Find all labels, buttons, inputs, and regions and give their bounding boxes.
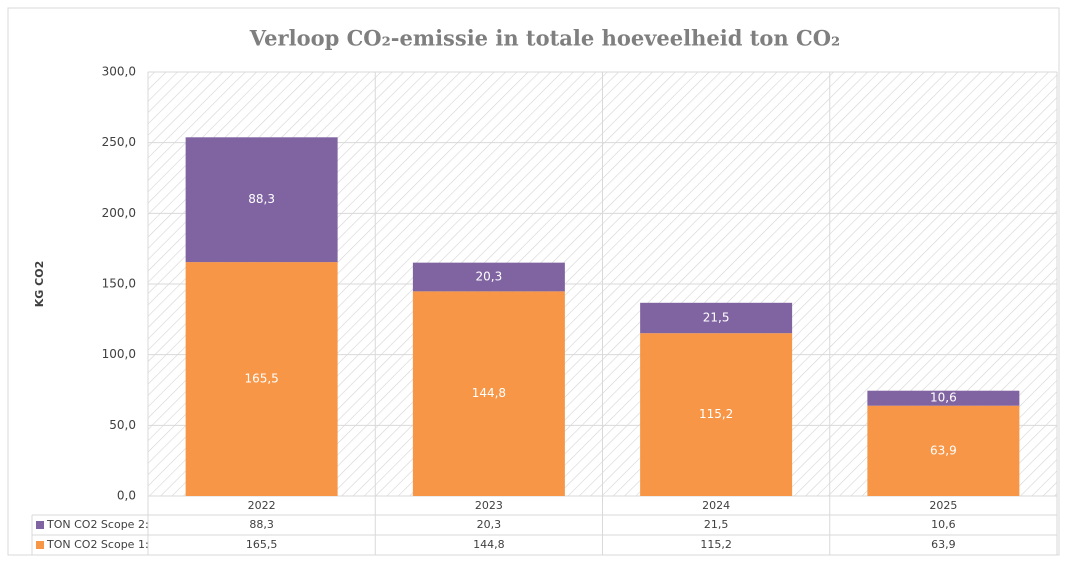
bar-value-label: 144,8 (472, 386, 506, 400)
y-tick-label: 50,0 (109, 418, 136, 432)
bar-value-label: 63,9 (930, 443, 957, 457)
x-tick-label: 2024 (702, 499, 730, 512)
bar-segment (640, 302, 793, 334)
y-tick-label: 150,0 (102, 277, 136, 291)
legend-key (36, 541, 44, 549)
bar-value-label: 88,3 (248, 192, 275, 206)
bar-value-label: 115,2 (699, 407, 733, 421)
table-value: 10,6 (931, 518, 956, 531)
y-tick-label: 100,0 (102, 347, 136, 361)
table-value: 144,8 (473, 538, 505, 551)
table-value: 20,3 (477, 518, 502, 531)
bar-segment (412, 291, 565, 496)
bar-segment (185, 262, 338, 496)
y-tick-label: 300,0 (102, 65, 136, 79)
bar-segment (867, 390, 1020, 406)
bar-value-label: 165,5 (244, 372, 278, 386)
table-value: 165,5 (246, 538, 278, 551)
y-tick-label: 200,0 (102, 206, 136, 220)
y-tick-label: 250,0 (102, 135, 136, 149)
legend-label: TON CO2 Scope 2: (46, 518, 149, 531)
bar-value-label: 20,3 (476, 270, 503, 284)
x-tick-label: 2025 (929, 499, 957, 512)
legend-label: TON CO2 Scope 1: (46, 538, 149, 551)
bar-value-label: 10,6 (930, 391, 957, 405)
bar-segment (640, 333, 793, 496)
table-value: 21,5 (704, 518, 729, 531)
x-tick-label: 2022 (248, 499, 276, 512)
x-tick-label: 2023 (475, 499, 503, 512)
legend-key (36, 521, 44, 529)
table-value: 88,3 (249, 518, 274, 531)
table-value: 115,2 (700, 538, 732, 551)
bar-value-label: 21,5 (703, 310, 730, 324)
chart-title: Verloop CO₂-emissie in totale hoeveelhei… (249, 26, 840, 51)
table-value: 63,9 (931, 538, 956, 551)
bar-segment (412, 262, 565, 292)
y-tick-label: 0,0 (117, 489, 136, 503)
bar-segment (185, 137, 338, 263)
y-axis-label: KG CO2 (33, 261, 46, 307)
bar-segment (867, 405, 1020, 496)
